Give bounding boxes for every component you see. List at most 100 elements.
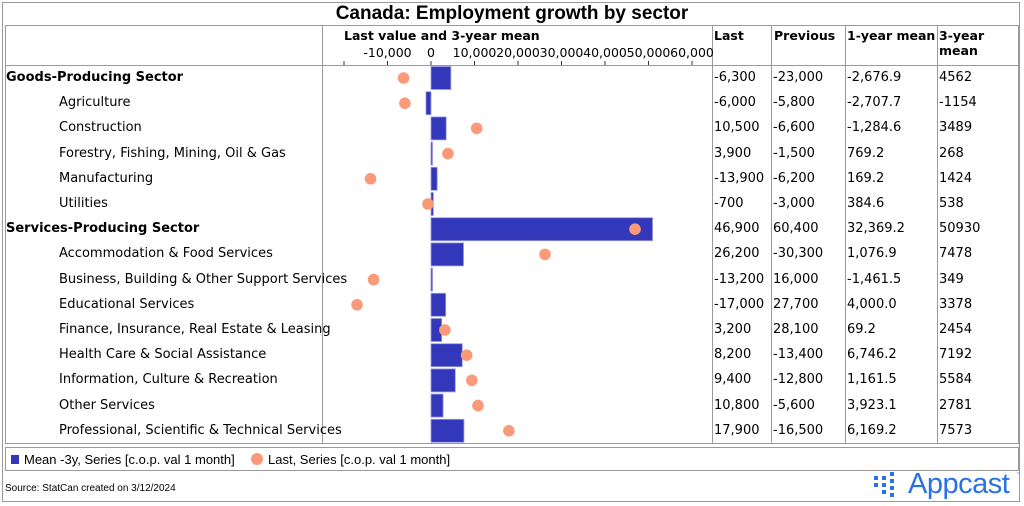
row-label: Professional, Scientific & Technical Ser…: [59, 422, 342, 438]
source-note: Source: StatCan created on 3/12/2024: [5, 483, 176, 494]
table-cell-last: 10,800: [714, 397, 760, 413]
table-cell-1-year-mean: 1,161.5: [847, 372, 897, 388]
table-cell-1-year-mean: -1,284.6: [847, 120, 902, 136]
mean-bar: [430, 292, 447, 317]
row-label: Goods-Producing Sector: [6, 70, 184, 85]
table-cell-1-year-mean: 769.2: [847, 145, 885, 161]
row-label: Health Care & Social Assistance: [59, 347, 267, 363]
column-divider: [322, 25, 323, 444]
legend-bar-swatch-icon: [11, 455, 19, 464]
x-axis-tick-label: 30,000: [539, 45, 584, 60]
table-cell-previous: -5,800: [773, 95, 815, 111]
appcast-dots-icon: [874, 472, 894, 497]
table-cell-previous: -16,500: [773, 422, 824, 438]
column-header-last: Last: [714, 28, 744, 43]
table-cell-previous: -3,000: [773, 196, 815, 211]
table-cell-1-year-mean: 3,923.1: [847, 397, 897, 413]
table-cell-last: 46,900: [714, 221, 760, 237]
table-cell-3-year-mean: 4562: [939, 70, 973, 85]
row-label: Agriculture: [59, 95, 131, 111]
plot-header: Last value and 3-year mean: [344, 28, 540, 43]
table-cell-3-year-mean: -1154: [939, 95, 977, 111]
row-label: Information, Culture & Recreation: [59, 372, 278, 388]
row-label: Other Services: [59, 397, 155, 413]
table-cell-previous: 60,400: [773, 221, 819, 237]
column-divider: [937, 25, 938, 444]
table-cell-last: 3,900: [714, 145, 752, 161]
mean-bar: [430, 343, 463, 368]
row-label: Business, Building & Other Support Servi…: [59, 271, 348, 287]
table-cell-previous: -6,600: [773, 120, 815, 136]
table-cell-3-year-mean: 3378: [939, 296, 973, 312]
table-cell-previous: -13,400: [773, 347, 824, 363]
table-cell-1-year-mean: -2,707.7: [847, 95, 902, 111]
mean-bar: [430, 368, 456, 393]
last-value-dot: [439, 324, 451, 336]
legend-dot-swatch-icon: [251, 453, 263, 465]
table-cell-previous: -23,000: [773, 70, 824, 85]
table-cell-3-year-mean: 2454: [939, 322, 973, 337]
row-label: Educational Services: [59, 296, 195, 312]
table-cell-1-year-mean: 384.6: [847, 196, 885, 211]
table-cell-1-year-mean: 4,000.0: [847, 296, 897, 312]
mean-bar: [430, 242, 464, 267]
table-cell-3-year-mean: 349: [939, 271, 964, 287]
row-label: Accommodation & Food Services: [59, 246, 273, 262]
table-cell-last: -17,000: [714, 296, 765, 312]
table-cell-previous: -6,200: [773, 170, 815, 186]
mean-bar: [430, 267, 433, 292]
row-label: Manufacturing: [59, 170, 154, 186]
table-cell-1-year-mean: 6,169.2: [847, 422, 897, 438]
appcast-logo-tm: ™: [1016, 472, 1021, 478]
x-axis-tick-label: 20,000: [496, 45, 540, 60]
table-cell-1-year-mean: 169.2: [847, 170, 885, 186]
last-value-dot: [472, 399, 484, 412]
table-cell-1-year-mean: 32,369.2: [847, 221, 905, 237]
row-label: Forestry, Fishing, Mining, Oil & Gas: [59, 145, 286, 161]
last-value-dot: [503, 425, 515, 437]
column-header-previous: Previous: [774, 28, 836, 43]
table-cell-last: -13,900: [714, 170, 765, 186]
last-value-dot: [367, 273, 380, 286]
data-table: [5, 25, 1019, 444]
mean-bar: [430, 418, 465, 443]
last-value-dot: [466, 374, 478, 387]
mean-bar: [430, 116, 447, 141]
last-value-dot: [460, 349, 473, 362]
table-cell-3-year-mean: 3489: [939, 120, 973, 136]
legend-mean-label: Mean -3y, Series [c.o.p. val 1 month]: [24, 452, 235, 467]
legend: Mean -3y, Series [c.o.p. val 1 month] La…: [5, 447, 1019, 471]
last-value-dot: [399, 97, 411, 109]
table-cell-3-year-mean: 7478: [939, 246, 973, 262]
x-axis-tick-label: -10,000: [363, 45, 412, 60]
table-cell-previous: -5,600: [773, 397, 815, 413]
column-divider: [771, 25, 772, 444]
last-value-dot: [364, 173, 377, 185]
table-cell-previous: -1,500: [773, 145, 815, 161]
table-cell-last: -6,000: [714, 95, 756, 111]
header-divider: [5, 65, 1019, 66]
table-cell-last: 8,200: [714, 347, 752, 363]
table-cell-last: -700: [714, 196, 744, 211]
last-value-dot: [397, 72, 410, 84]
mean-bar: [430, 393, 444, 418]
row-label: Finance, Insurance, Real Estate & Leasin…: [59, 322, 331, 337]
table-cell-3-year-mean: 1424: [939, 170, 973, 186]
last-value-dot: [422, 198, 434, 210]
last-value-dot: [470, 122, 483, 135]
legend-last-label: Last, Series [c.o.p. val 1 month]: [268, 452, 451, 467]
table-cell-previous: -12,800: [773, 372, 824, 388]
table-cell-3-year-mean: 538: [939, 196, 964, 211]
row-label: Utilities: [59, 196, 108, 211]
row-label: Services-Producing Sector: [6, 221, 200, 237]
last-value-dot: [629, 223, 641, 235]
column-divider: [845, 25, 846, 444]
mean-bar: [430, 166, 438, 191]
mean-bar: [430, 141, 433, 166]
last-value-dot: [442, 147, 454, 160]
table-cell-1-year-mean: -2,676.9: [847, 70, 902, 85]
table-cell-previous: 28,100: [773, 322, 819, 337]
table-cell-3-year-mean: 268: [939, 145, 964, 161]
